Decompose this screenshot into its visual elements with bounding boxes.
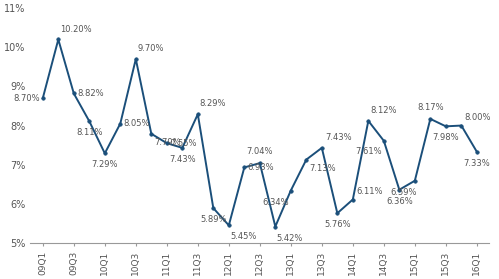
Text: 5.42%: 5.42% [277,234,303,242]
Text: 8.70%: 8.70% [13,94,40,103]
Text: 8.29%: 8.29% [200,99,226,108]
Text: 6.59%: 6.59% [390,188,416,197]
Text: 6.11%: 6.11% [356,187,382,196]
Text: 7.43%: 7.43% [325,133,352,142]
Text: 7.79%: 7.79% [154,138,181,147]
Text: 8.05%: 8.05% [123,119,150,128]
Text: 8.12%: 8.12% [370,106,396,115]
Text: 8.00%: 8.00% [465,113,491,122]
Text: 8.11%: 8.11% [76,128,103,137]
Text: 8.82%: 8.82% [77,89,103,98]
Text: 7.29%: 7.29% [91,160,118,169]
Text: 6.34%: 6.34% [262,198,289,206]
Text: 7.98%: 7.98% [433,133,459,142]
Text: 6.36%: 6.36% [386,197,413,206]
Text: 5.89%: 5.89% [200,215,227,224]
Text: 7.43%: 7.43% [169,155,196,164]
Text: 6.93%: 6.93% [248,163,274,172]
Text: 7.04%: 7.04% [247,147,273,156]
Text: 7.33%: 7.33% [464,159,490,168]
Text: 7.13%: 7.13% [309,163,336,172]
Text: 7.55%: 7.55% [170,139,197,148]
Text: 9.70%: 9.70% [137,44,164,53]
Text: 7.61%: 7.61% [356,147,382,156]
Text: 8.17%: 8.17% [417,103,444,112]
Text: 5.45%: 5.45% [231,232,257,241]
Text: 10.20%: 10.20% [60,25,91,33]
Text: 5.76%: 5.76% [324,220,351,229]
